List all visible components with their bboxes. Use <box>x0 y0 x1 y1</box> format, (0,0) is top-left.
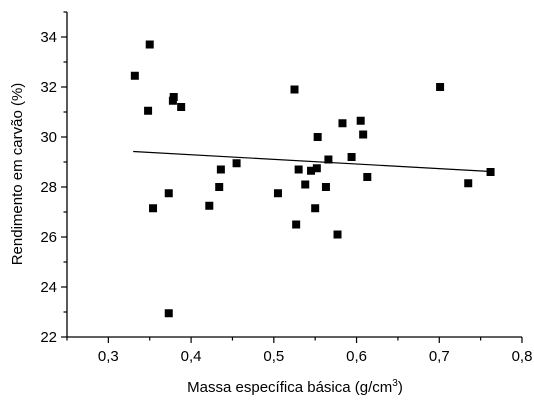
data-point <box>177 103 186 111</box>
data-point <box>164 189 173 198</box>
y-tick-label: 28 <box>40 179 57 196</box>
data-point <box>464 179 473 188</box>
y-axis-title: Rendimento em carvão (%) <box>9 83 26 266</box>
data-point <box>333 230 342 239</box>
data-point <box>356 116 365 125</box>
data-point <box>312 164 321 173</box>
x-tick-label: 0,4 <box>181 348 202 365</box>
data-point <box>321 183 330 191</box>
data-point <box>338 119 347 128</box>
data-point <box>313 133 322 141</box>
trendline-group <box>133 150 491 173</box>
x-axis-title: Massa específica básica (g/cm3) <box>187 378 403 396</box>
data-point <box>347 153 356 161</box>
data-point <box>169 93 178 101</box>
y-tick-label: 26 <box>40 229 57 246</box>
data-point <box>164 309 173 318</box>
data-point <box>363 173 372 181</box>
data-point <box>216 165 225 174</box>
data-point <box>232 159 241 168</box>
data-point <box>290 85 299 94</box>
data-point <box>130 71 139 80</box>
data-point <box>486 168 495 176</box>
x-tick-label: 0,6 <box>346 348 367 365</box>
data-point <box>215 183 224 191</box>
x-tick-label: 0,7 <box>429 348 450 365</box>
data-point <box>292 220 301 229</box>
y-axis-ticks: 22 24 26 28 30 32 34 <box>40 11 67 346</box>
data-point <box>145 40 154 49</box>
y-tick-label: 22 <box>40 329 57 346</box>
data-point <box>205 201 214 210</box>
data-points <box>130 40 495 318</box>
x-tick-label: 0,3 <box>98 348 119 365</box>
y-tick-label: 30 <box>40 129 57 146</box>
data-point <box>436 83 445 91</box>
data-point <box>324 155 333 164</box>
x-tick-label: 0,5 <box>263 348 284 365</box>
plot-frame <box>66 12 522 338</box>
y-tick-label: 24 <box>40 279 57 296</box>
y-tick-label: 32 <box>40 79 57 96</box>
y-tick-label: 34 <box>40 29 57 46</box>
data-point <box>311 204 320 213</box>
x-axis-ticks: 0,3 0,4 0,5 0,6 0,7 0,8 <box>66 337 533 365</box>
data-point <box>307 166 316 175</box>
x-tick-label: 0,8 <box>512 348 533 365</box>
data-point <box>301 180 310 189</box>
data-point <box>144 106 153 115</box>
data-point <box>294 165 303 174</box>
data-point <box>273 189 282 198</box>
data-point <box>149 204 158 213</box>
data-point <box>359 130 368 139</box>
trendline <box>133 150 491 173</box>
